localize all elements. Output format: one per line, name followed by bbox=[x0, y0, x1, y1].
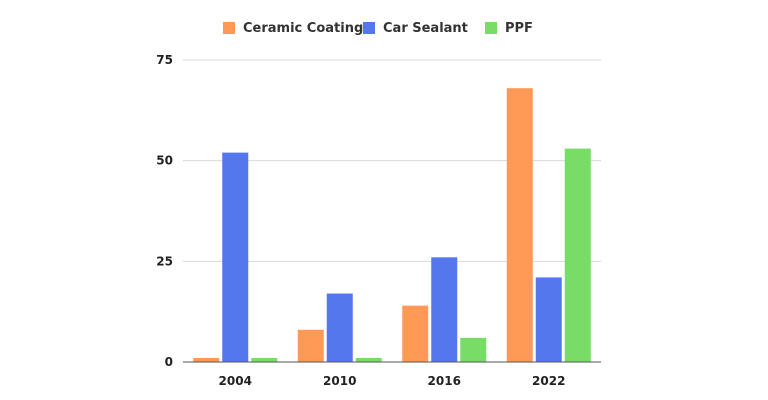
legend-item-ppf: PPF bbox=[485, 18, 533, 38]
bar-ppf-2016 bbox=[460, 337, 487, 362]
legend-swatch-ppf bbox=[485, 22, 497, 34]
legend-label-ceramic-coating: Ceramic Coating bbox=[243, 20, 364, 36]
legend-label-ppf: PPF bbox=[505, 20, 533, 36]
x-tick-label: 2016 bbox=[428, 374, 461, 388]
bar-ppf-2004 bbox=[251, 357, 278, 362]
bar-ceramic-coating-2010 bbox=[297, 329, 324, 362]
x-tick-label: 2004 bbox=[219, 374, 252, 388]
x-tick-label: 2010 bbox=[323, 374, 356, 388]
bar-car-sealant-2010 bbox=[326, 293, 353, 362]
y-tick-label: 25 bbox=[156, 254, 173, 268]
bar-ceramic-coating-2016 bbox=[402, 305, 429, 362]
legend-item-car-sealant: Car Sealant bbox=[363, 18, 468, 38]
y-tick-label: 75 bbox=[156, 53, 173, 67]
bar-ceramic-coating-2004 bbox=[193, 357, 220, 362]
bar-car-sealant-2022 bbox=[535, 277, 562, 362]
bar-car-sealant-2004 bbox=[222, 152, 249, 362]
chart-legend: Ceramic Coating Car Sealant PPF bbox=[0, 18, 768, 38]
y-tick-label: 0 bbox=[165, 355, 173, 369]
legend-label-car-sealant: Car Sealant bbox=[383, 20, 468, 36]
x-tick-label: 2022 bbox=[532, 374, 565, 388]
legend-item-ceramic-coating: Ceramic Coating bbox=[223, 18, 363, 38]
legend-swatch-car-sealant bbox=[363, 22, 375, 34]
bar-ppf-2022 bbox=[564, 148, 591, 362]
legend-swatch-ceramic-coating bbox=[223, 22, 235, 34]
bar-ceramic-coating-2022 bbox=[506, 88, 533, 362]
bar-car-sealant-2016 bbox=[431, 257, 458, 362]
bar-ppf-2010 bbox=[355, 357, 382, 362]
y-tick-label: 50 bbox=[156, 154, 173, 168]
